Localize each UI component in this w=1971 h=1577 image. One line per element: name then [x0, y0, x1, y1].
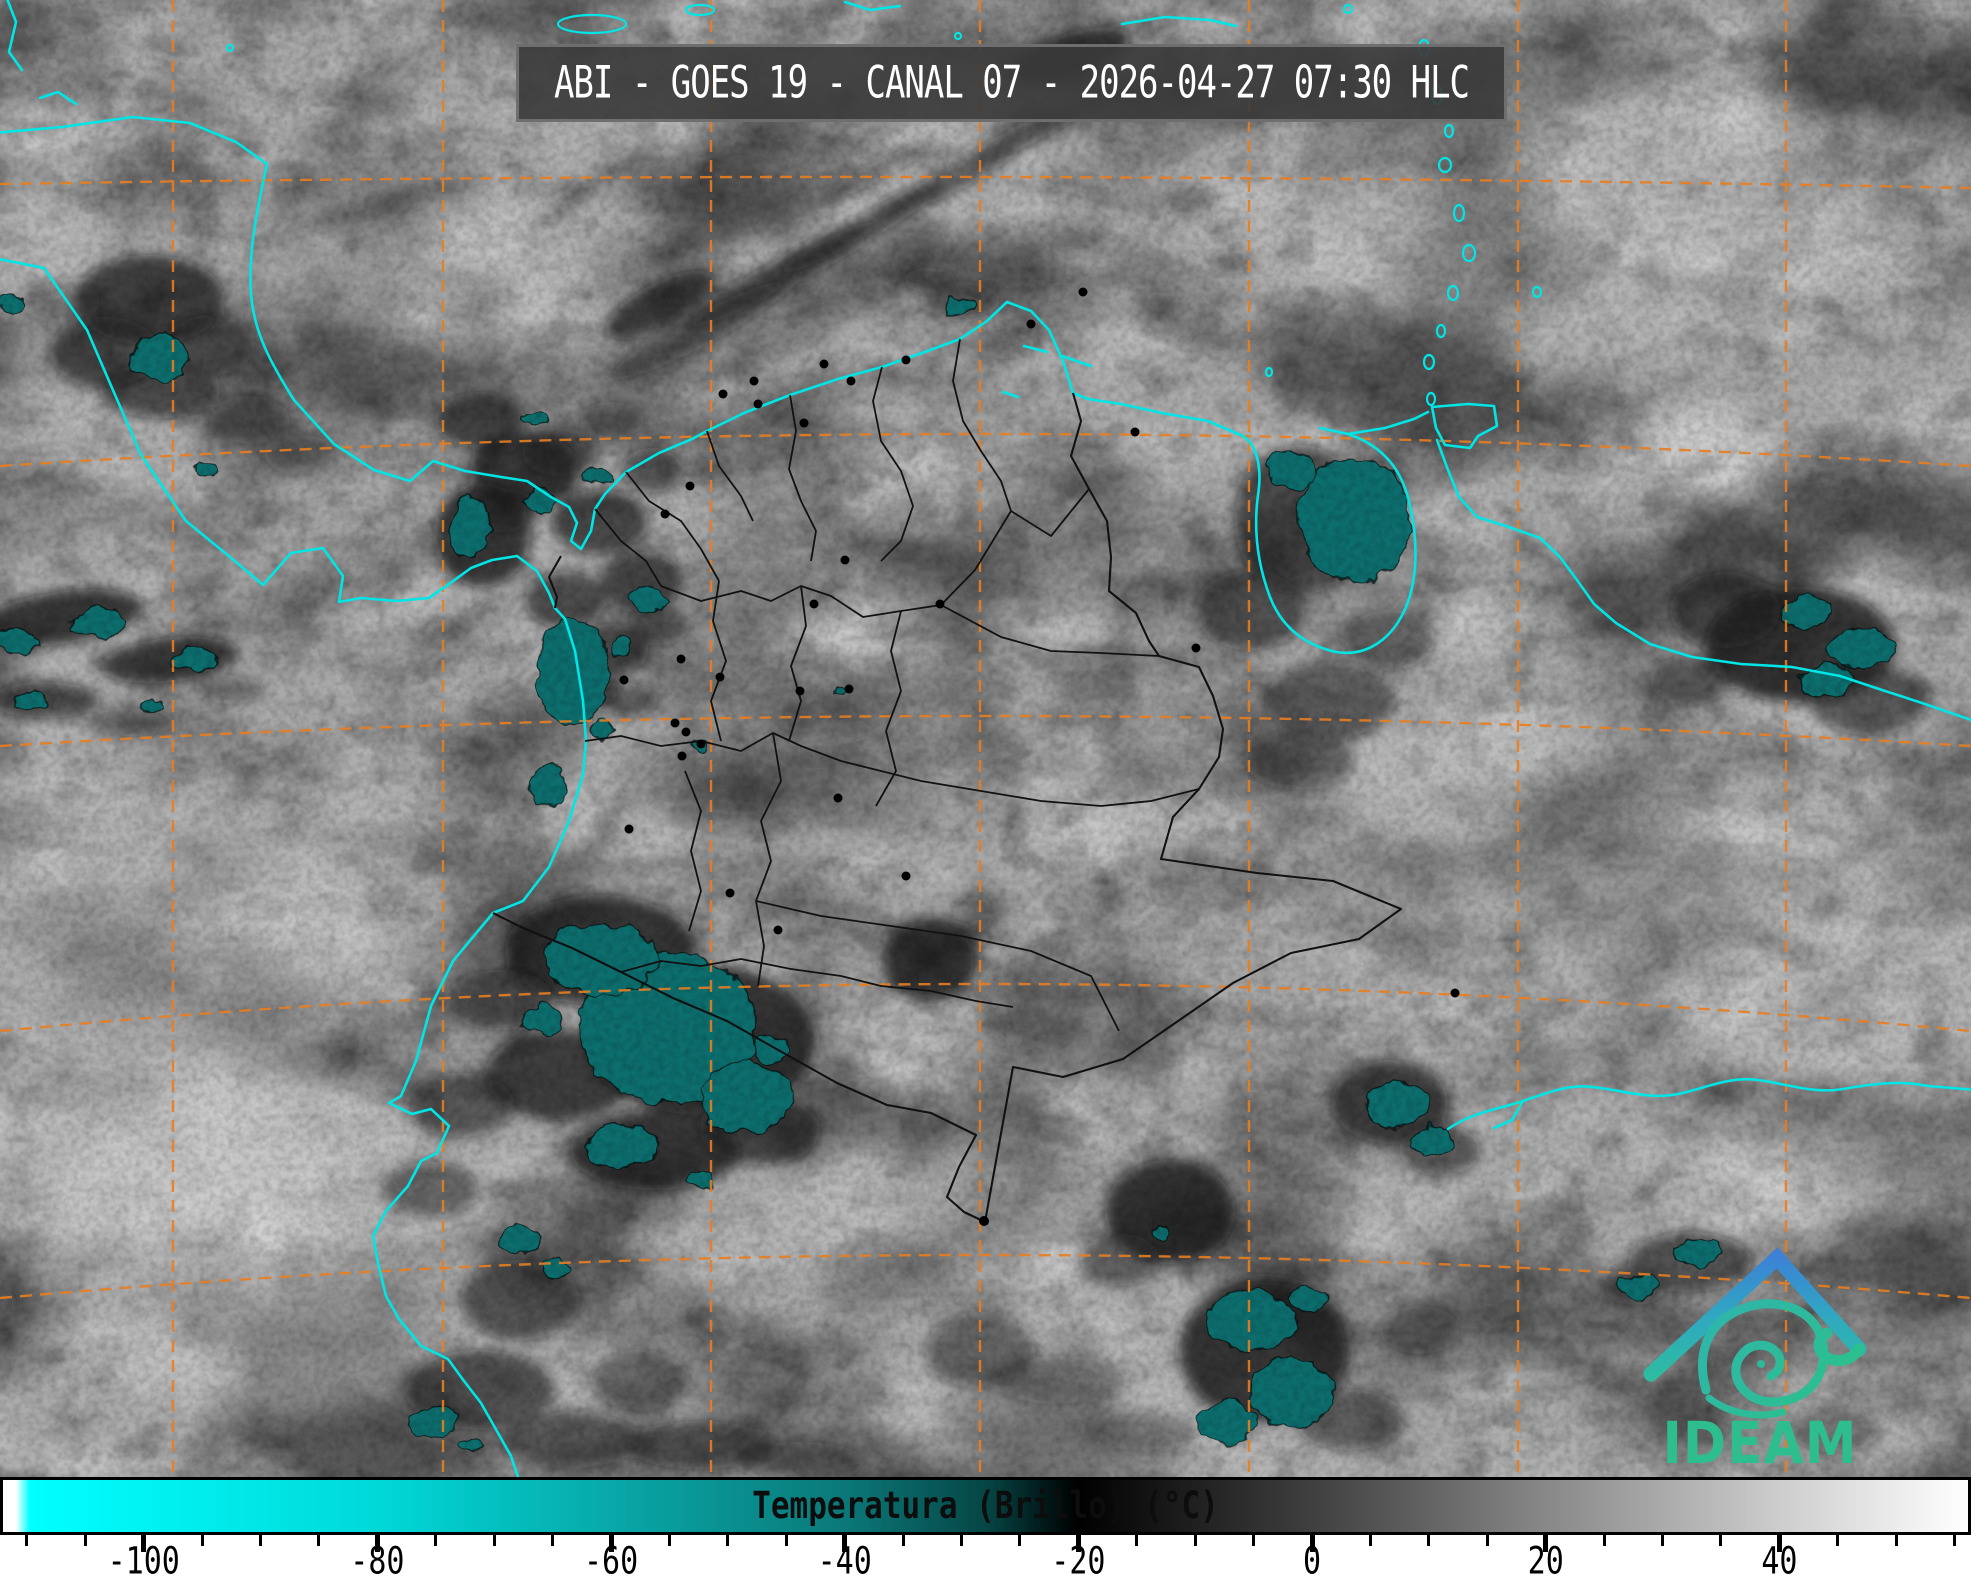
colorbar-major-tick	[1776, 1535, 1782, 1552]
colorbar-major-tick	[1075, 1535, 1081, 1552]
satellite-imagery	[0, 0, 1971, 1477]
colorbar-tick-label: 40	[1761, 1539, 1798, 1577]
city-dots-layer	[619, 287, 1460, 1226]
colorbar-minor-tick	[259, 1535, 263, 1546]
colorbar-major-tick	[141, 1535, 147, 1552]
colorbar-minor-tick	[83, 1535, 87, 1546]
colorbar-minor-tick	[1368, 1535, 1372, 1546]
colorbar-minor-tick	[200, 1535, 204, 1546]
colorbar-tick-label: -40	[817, 1539, 872, 1577]
colorbar-minor-tick	[551, 1535, 555, 1546]
colorbar-minor-tick	[1953, 1535, 1957, 1546]
colorbar-major-tick	[842, 1535, 848, 1552]
colorbar-axis: -100 -80 -60 -40 -20 0 20 40	[0, 1535, 1971, 1577]
colorbar-minor-tick	[1602, 1535, 1606, 1546]
colorbar-minor-tick	[1427, 1535, 1431, 1546]
product-title: ABI - GOES 19 - CANAL 07 - 2026-04-27 07…	[553, 57, 1470, 109]
colorbar-minor-tick	[434, 1535, 438, 1546]
colorbar-tick-label: -60	[583, 1539, 639, 1577]
coastline-layer	[0, 0, 1971, 1477]
colorbar-minor-tick	[492, 1535, 496, 1546]
colorbar-minor-tick	[1661, 1535, 1665, 1546]
colorbar-minor-tick	[1135, 1535, 1139, 1546]
colorbar-minor-tick	[317, 1535, 321, 1546]
colorbar-major-tick	[1309, 1535, 1315, 1552]
colorbar-minor-tick	[25, 1535, 29, 1546]
graticule-layer	[0, 0, 1971, 1477]
satellite-canvas	[0, 0, 1971, 1477]
ideam-logo-icon	[1643, 1247, 1867, 1419]
colorbar-minor-tick	[1894, 1535, 1898, 1546]
colorbar-minor-tick	[784, 1535, 788, 1546]
colorbar-minor-tick	[1252, 1535, 1256, 1546]
colorbar-minor-tick	[1719, 1535, 1723, 1546]
colorbar-minor-tick	[1018, 1535, 1022, 1546]
colorbar-minor-tick	[1485, 1535, 1489, 1546]
colorbar-minor-tick	[726, 1535, 730, 1546]
colorbar-tick-label: 20	[1527, 1539, 1564, 1577]
colorbar-major-tick	[1543, 1535, 1549, 1552]
ideam-logo-text: IDEAM	[1662, 1410, 1858, 1478]
colorbar-minor-tick	[1836, 1535, 1840, 1546]
colorbar-minor-tick	[667, 1535, 671, 1546]
colorbar-gradient	[0, 1477, 1971, 1535]
title-banner: ABI - GOES 19 - CANAL 07 - 2026-04-27 07…	[516, 44, 1507, 122]
colorbar-tick-label: -100	[107, 1539, 180, 1577]
colorbar-tick-label: -20	[1051, 1539, 1106, 1577]
colorbar-minor-tick	[1193, 1535, 1197, 1546]
colorbar-major-tick	[608, 1535, 614, 1552]
colorbar-minor-tick	[960, 1535, 964, 1546]
colorbar-minor-tick	[901, 1535, 905, 1546]
colorbar-major-tick	[374, 1535, 380, 1552]
colorbar-tick-label: 0	[1303, 1539, 1322, 1577]
colorbar-tick-label: -80	[350, 1539, 405, 1577]
admin-borders-layer	[492, 338, 1403, 1224]
